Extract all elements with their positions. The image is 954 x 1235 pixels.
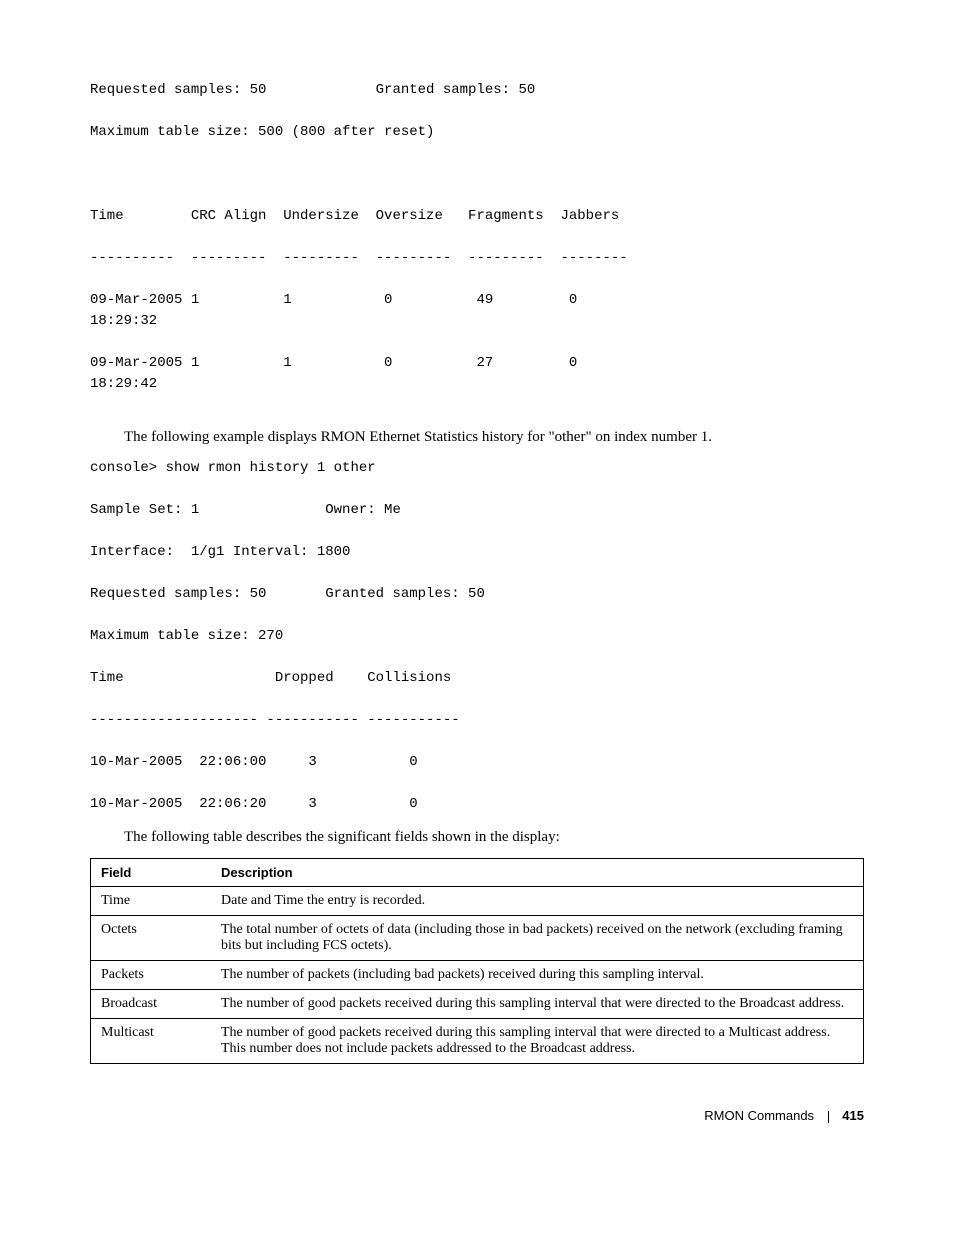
table-cell-field: Packets: [91, 961, 212, 990]
footer-section: RMON Commands: [704, 1108, 814, 1123]
footer-page-number: 415: [842, 1108, 864, 1123]
table-cell-description: The total number of octets of data (incl…: [211, 916, 864, 961]
table-cell-field: Time: [91, 887, 212, 916]
table-row: OctetsThe total number of octets of data…: [91, 916, 864, 961]
console-output-block-2: console> show rmon history 1 other Sampl…: [90, 458, 864, 815]
table-row: PacketsThe number of packets (including …: [91, 961, 864, 990]
table-header-description: Description: [211, 859, 864, 887]
table-row: BroadcastThe number of good packets rece…: [91, 990, 864, 1019]
footer-separator: [828, 1111, 829, 1123]
table-cell-field: Broadcast: [91, 990, 212, 1019]
table-row: TimeDate and Time the entry is recorded.: [91, 887, 864, 916]
field-description-table: Field Description TimeDate and Time the …: [90, 858, 864, 1064]
page-footer: RMON Commands 415: [90, 1108, 864, 1123]
table-cell-description: The number of packets (including bad pac…: [211, 961, 864, 990]
table-header-field: Field: [91, 859, 212, 887]
table-cell-field: Multicast: [91, 1019, 212, 1064]
table-cell-description: Date and Time the entry is recorded.: [211, 887, 864, 916]
table-row: MulticastThe number of good packets rece…: [91, 1019, 864, 1064]
table-cell-description: The number of good packets received duri…: [211, 990, 864, 1019]
paragraph-table-intro: The following table describes the signif…: [124, 827, 864, 848]
console-output-block-1: Requested samples: 50 Granted samples: 5…: [90, 80, 864, 395]
paragraph-example-other: The following example displays RMON Ethe…: [124, 427, 864, 448]
table-cell-field: Octets: [91, 916, 212, 961]
table-cell-description: The number of good packets received duri…: [211, 1019, 864, 1064]
